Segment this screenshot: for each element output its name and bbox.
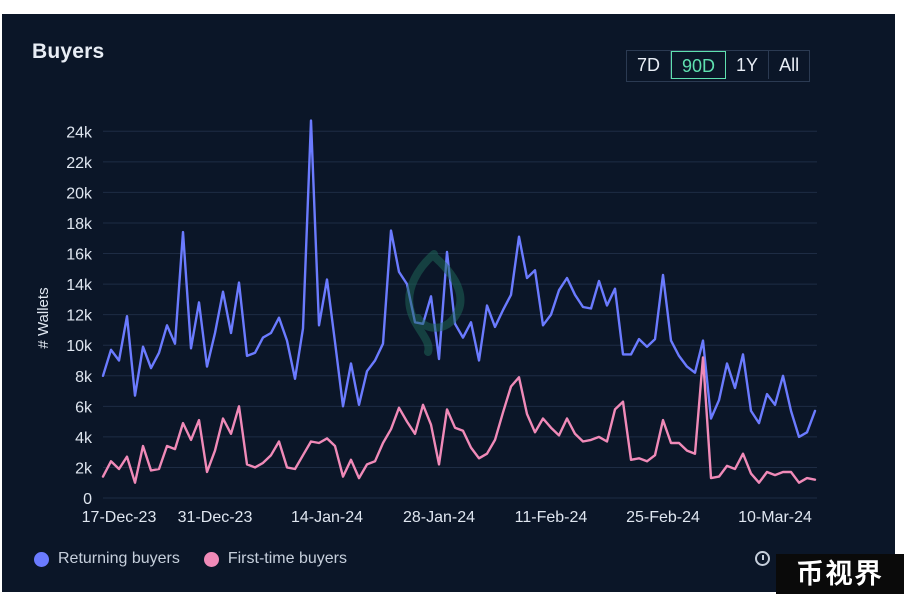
x-tick-label: 25-Feb-24 [626,509,700,526]
y-tick-label: 16k [66,247,93,264]
range-90d-button[interactable]: 90D [671,51,727,79]
y-tick-label: 22k [66,155,93,172]
y-tick-label: 18k [66,216,93,233]
x-tick-label: 31-Dec-23 [178,509,253,526]
x-tick-label: 10-Mar-24 [738,509,812,526]
x-tick-label: 11-Feb-24 [515,509,588,526]
y-tick-label: 20k [66,185,93,202]
opensea-logo-watermark [405,250,465,356]
range-1y-button[interactable]: 1Y [726,51,770,79]
y-tick-label: 4k [75,430,93,447]
legend-item-first-time[interactable]: First-time buyers [203,550,347,568]
card-title: Buyers [32,40,105,63]
first-time-buyers-line [101,356,817,484]
y-tick-label: 6k [75,399,93,416]
y-tick-label: 10k [66,338,93,355]
buyers-card: 0 2k 4k 6k 8k 10k 12k 14k 16k 18k 20k 22k 24k # Walle… [2,14,895,592]
y-tick-label: 8k [75,369,93,386]
buyers-chart: 0 2k 4k 6k 8k 10k 12k 14k 16k 18k 20k 22k 24k # Walle… [35,119,817,526]
range-all-button[interactable]: All [779,55,800,75]
x-tick-label: 28-Jan-24 [403,509,475,526]
range-selector: 7D 90D 1Y All [626,50,811,82]
y-tick-label: 2k [75,460,93,477]
range-7d-button[interactable]: 7D [627,51,672,79]
y-tick-label: 12k [66,308,93,325]
y-tick-label: 0 [83,491,92,508]
x-tick-label: 14-Jan-24 [291,509,363,526]
legend-dot-returning [34,551,49,567]
returning-buyers-line [101,119,817,439]
y-axis-label: # Wallets [35,287,52,348]
legend-label-first-time: First-time buyers [227,550,347,567]
y-tick-label: 14k [66,277,93,294]
page-top-strip [0,0,904,18]
watermark-badge: 币视界 [776,554,904,594]
y-tick-label: 24k [66,124,93,141]
legend-item-returning[interactable]: Returning buyers [34,550,180,568]
chart-legend: Returning buyers First-time buyers [34,550,347,568]
history-icon[interactable] [755,551,770,566]
x-tick-label: 17-Dec-23 [82,509,157,526]
legend-dot-first-time [203,551,219,567]
legend-label-returning: Returning buyers [58,550,180,567]
